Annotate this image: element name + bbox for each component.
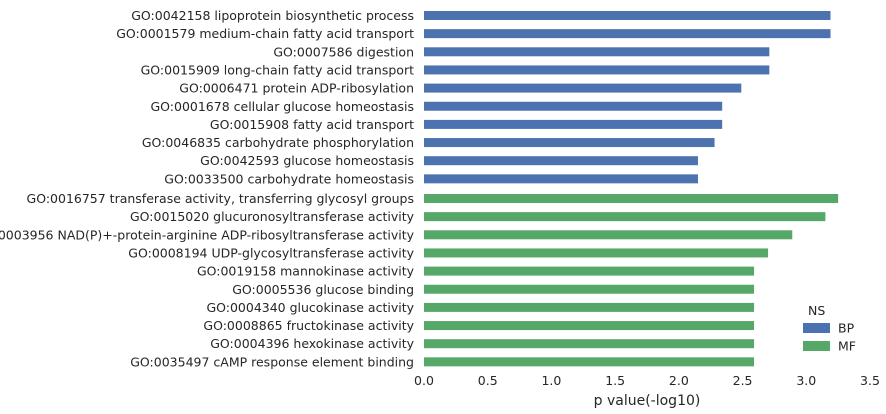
bar-bp <box>424 29 831 39</box>
bar-mf <box>424 284 755 294</box>
category-label: GO:0015020 glucuronosyltransferase activ… <box>130 209 415 224</box>
category-label: GO:0001579 medium-chain fatty acid trans… <box>116 26 414 41</box>
category-label: GO:0005536 glucose binding <box>232 282 414 297</box>
category-label: GO:0019158 mannokinase activity <box>197 264 415 279</box>
x-tick-label: 1.0 <box>541 373 561 388</box>
bar-bp <box>424 138 715 148</box>
bar-bp <box>424 101 723 111</box>
bar-bp <box>424 156 698 166</box>
x-axis-ticks: 0.0 0.5 1.0 1.5 2.0 2.5 3.0 3.5 <box>414 373 880 388</box>
category-label: GO:0004396 hexokinase activity <box>210 336 414 351</box>
category-label: GO:0007586 digestion <box>273 44 414 59</box>
category-label: GO:0042593 glucose homeostasis <box>200 153 414 168</box>
bar-mf <box>424 302 755 312</box>
legend: NS BP MF <box>803 303 856 354</box>
category-label: GO:0035497 cAMP response element binding <box>130 354 414 369</box>
category-label: GO:0015908 fatty acid transport <box>210 117 414 132</box>
legend-swatch-bp <box>803 323 830 333</box>
category-label: GO:0046835 carbohydrate phosphorylation <box>142 135 414 150</box>
category-label: GO:0033500 carbohydrate homeostasis <box>164 171 414 186</box>
category-label: GO:0008194 UDP-glycosyltransferase activ… <box>128 245 414 260</box>
category-label: GO:0042158 lipoprotein biosynthetic proc… <box>131 8 414 23</box>
bar-bp <box>424 65 770 75</box>
category-labels: GO:0042158 lipoprotein biosynthetic proc… <box>0 8 415 369</box>
bar-mf <box>424 230 793 240</box>
legend-label: BP <box>838 321 855 336</box>
bar-bp <box>424 47 770 57</box>
bar-mf <box>424 194 839 203</box>
x-tick-label: 0.0 <box>414 373 434 388</box>
bar-mf <box>424 321 755 331</box>
category-label: GO:0001678 cellular glucose homeostasis <box>150 99 414 114</box>
x-tick-label: 2.5 <box>733 373 753 388</box>
category-label: GO:0015909 long-chain fatty acid transpo… <box>141 62 414 77</box>
x-tick-label: 0.5 <box>478 373 498 388</box>
bar-mf <box>424 339 755 349</box>
x-axis-label: p value(-log10) <box>594 393 701 409</box>
category-label: GO:0008865 fructokinase activity <box>203 318 414 333</box>
bar-mf <box>424 357 755 367</box>
bar-mf <box>424 248 769 258</box>
bar-mf <box>424 212 826 222</box>
category-label: GO:0006471 protein ADP-ribosylation <box>179 81 414 96</box>
bars <box>424 11 839 367</box>
x-tick-label: 3.0 <box>796 373 816 388</box>
x-tick-label: 1.5 <box>605 373 625 388</box>
x-tick-label: 3.5 <box>860 373 880 388</box>
legend-label: MF <box>838 339 856 354</box>
bar-bp <box>424 119 723 129</box>
category-label: GO:0003956 NAD(P)+-protein-arginine ADP-… <box>0 227 415 242</box>
bar-mf <box>424 266 755 276</box>
legend-title: NS <box>808 303 825 318</box>
x-tick-label: 2.0 <box>669 373 689 388</box>
bar-bp <box>424 174 698 184</box>
category-label: GO:0004340 glucokinase activity <box>206 300 414 315</box>
bar-bp <box>424 11 831 20</box>
category-label: GO:0016757 transferase activity, transfe… <box>27 191 414 206</box>
legend-swatch-mf <box>803 341 830 351</box>
bar-bp <box>424 83 742 93</box>
